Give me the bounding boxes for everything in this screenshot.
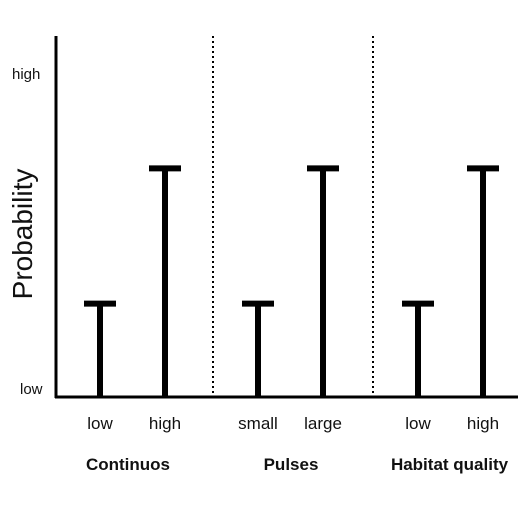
y-axis-title: Probability bbox=[7, 169, 38, 300]
category-label-1-1: low bbox=[87, 414, 113, 433]
category-label-3-2: high bbox=[467, 414, 499, 433]
category-label-2-1: small bbox=[238, 414, 278, 433]
category-label-3-1: low bbox=[405, 414, 431, 433]
chart-marks: low high Continuos small large Pulses low high H… bbox=[84, 36, 509, 474]
group-label-3: Habitat quality bbox=[391, 455, 509, 474]
y-tick-label-high: high bbox=[12, 66, 40, 83]
category-label-1-2: high bbox=[149, 414, 181, 433]
category-label-2-2: large bbox=[304, 414, 342, 433]
y-tick-label-low: low bbox=[20, 381, 43, 398]
group-label-1: Continuos bbox=[86, 455, 170, 474]
group-label-2: Pulses bbox=[264, 455, 319, 474]
